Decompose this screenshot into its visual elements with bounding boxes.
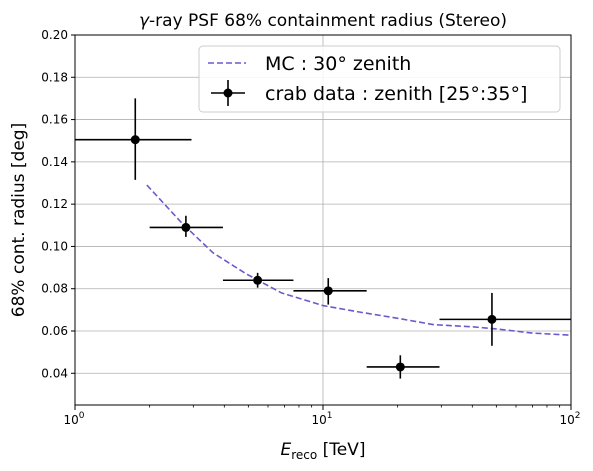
legend-data-label: crab data : zenith [25°:35°]	[265, 83, 527, 105]
legend: MC : 30° zenith crab data : zenith [25°:…	[199, 46, 560, 112]
y-tick-label: 0.08	[41, 282, 68, 296]
legend-data-swatch-marker	[224, 89, 233, 98]
y-tick-label: 0.12	[41, 197, 68, 211]
data-marker	[324, 286, 333, 295]
data-marker	[487, 315, 496, 324]
y-tick-label: 0.06	[41, 324, 68, 338]
y-tick-label: 0.10	[41, 239, 68, 253]
y-axis-label: 68% cont. radius [deg]	[9, 123, 29, 317]
data-marker	[396, 362, 405, 371]
y-tick-label: 0.16	[41, 113, 68, 127]
chart-title: γ-ray PSF 68% containment radius (Stereo…	[139, 11, 507, 31]
y-tick-label: 0.04	[41, 366, 68, 380]
y-tick-label: 0.14	[41, 155, 68, 169]
y-tick-label: 0.20	[41, 28, 68, 42]
data-marker	[181, 223, 190, 232]
legend-mc-label: MC : 30° zenith	[265, 53, 411, 75]
data-marker	[253, 276, 262, 285]
data-marker	[131, 135, 140, 144]
y-tick-label: 0.18	[41, 70, 68, 84]
